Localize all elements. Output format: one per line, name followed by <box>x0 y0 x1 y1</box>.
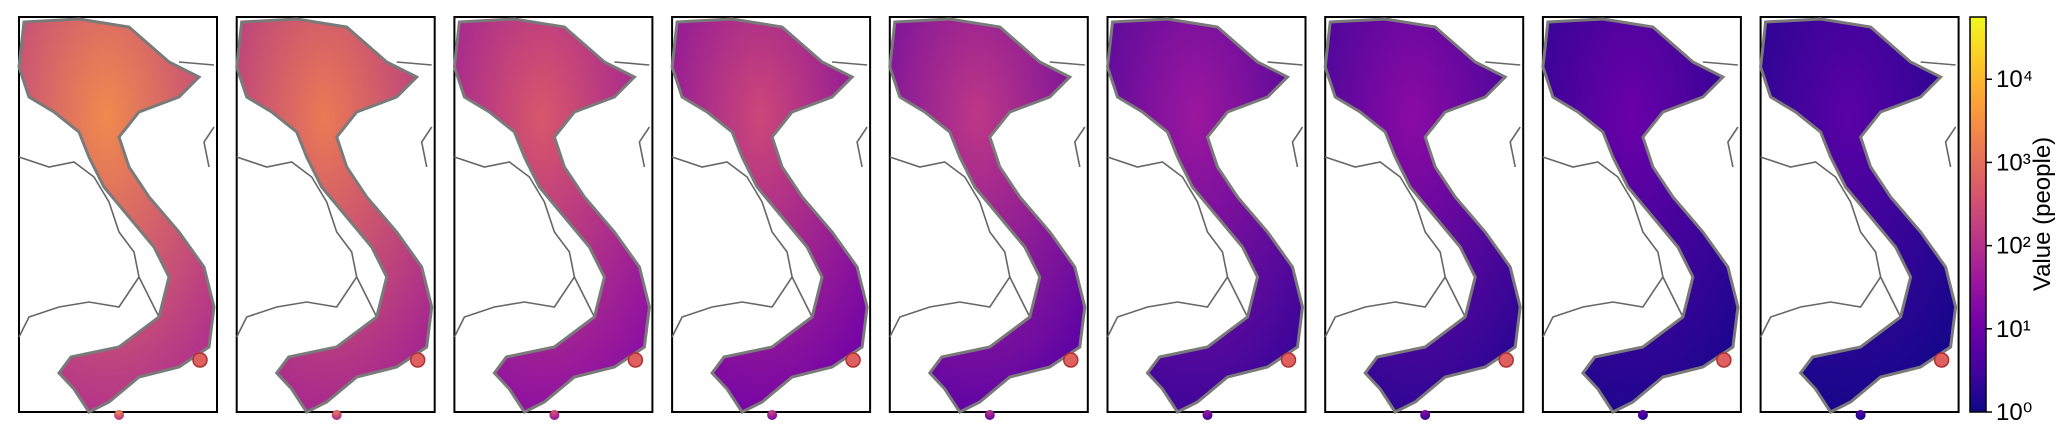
tick-label: 10¹ <box>1996 316 2031 343</box>
island <box>984 410 995 420</box>
island <box>767 410 778 420</box>
island <box>114 410 124 420</box>
island <box>1063 352 1079 368</box>
island <box>549 410 560 420</box>
tick-label: 10³ <box>1996 149 2031 176</box>
map-panel <box>888 16 1089 420</box>
island <box>1498 352 1514 368</box>
map-panel <box>1759 16 1960 420</box>
island <box>845 352 861 368</box>
island <box>627 352 644 368</box>
tick-label: 10² <box>1996 233 2031 260</box>
map-panel <box>452 16 654 420</box>
island <box>331 410 342 420</box>
island <box>1933 352 1950 368</box>
map-panel <box>670 16 872 420</box>
island <box>1855 410 1866 420</box>
colorbar-label: Value (people) <box>2029 137 2056 291</box>
island <box>192 352 208 368</box>
colorbar: Value (people) 10⁰ 10¹ 10² 10³ 10⁴ <box>1969 16 2056 426</box>
island <box>1716 352 1732 368</box>
island <box>1280 352 1297 368</box>
tick-label: 10⁴ <box>1996 66 2033 93</box>
map-panel <box>1541 16 1742 420</box>
colorbar-scale <box>1969 16 1987 413</box>
tick-label: 10⁰ <box>1996 399 2032 426</box>
map-panel <box>1106 16 1307 420</box>
island <box>1420 410 1431 420</box>
island <box>1202 410 1213 420</box>
map-panel <box>235 16 436 420</box>
map-panel <box>17 16 218 420</box>
island <box>409 352 426 368</box>
map-panels <box>17 16 1960 420</box>
island <box>1637 410 1648 420</box>
map-panel <box>1323 16 1525 420</box>
